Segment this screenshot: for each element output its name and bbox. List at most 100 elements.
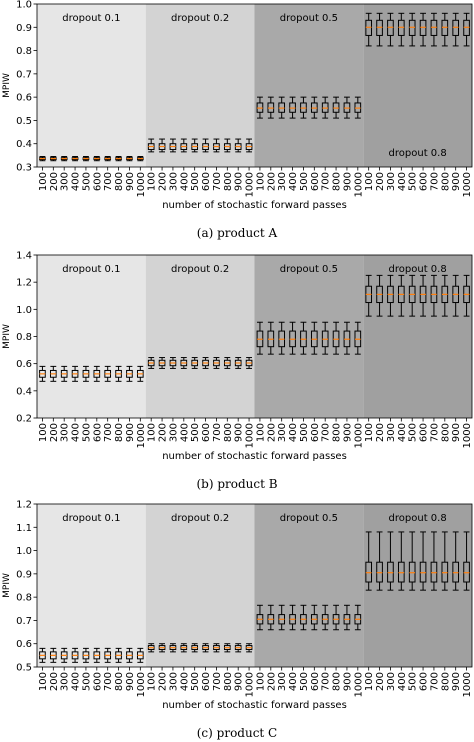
- x-tick-label: 700: [321, 172, 332, 191]
- x-tick-label: 500: [81, 672, 92, 691]
- y-tick-label: 1.0: [16, 546, 32, 557]
- y-axis-label: MPIW: [2, 573, 12, 598]
- y-tick-label: 1.2: [16, 500, 32, 511]
- dropout-group-label: dropout 0.2: [171, 13, 229, 24]
- x-tick-label: 700: [429, 672, 440, 691]
- box-plot: [452, 12, 460, 47]
- x-tick-label: 200: [266, 172, 277, 191]
- x-tick-label: 1000: [245, 172, 256, 197]
- box-plot: [441, 274, 449, 317]
- x-tick-label: 1000: [245, 423, 256, 448]
- x-tick-label: 400: [179, 672, 190, 691]
- group-background: [363, 4, 472, 167]
- box-plot: [387, 12, 394, 47]
- x-tick-label: 800: [114, 672, 125, 691]
- box-plot: [49, 156, 57, 162]
- box-plot: [332, 321, 340, 355]
- x-tick-label: 600: [201, 423, 212, 442]
- box-plot: [430, 12, 438, 47]
- box-plot: [82, 365, 90, 382]
- x-tick-label: 800: [332, 672, 343, 691]
- y-tick-label: 0.5: [16, 663, 32, 674]
- x-tick-label: 200: [266, 423, 277, 442]
- box-plot: [49, 365, 57, 382]
- x-tick-label: 200: [49, 672, 60, 691]
- caption-c: (c) product C: [196, 726, 278, 740]
- caption-a: (a) product A: [196, 226, 278, 240]
- y-tick-label: 0.8: [16, 332, 32, 343]
- box-plot: [343, 96, 351, 119]
- box-plot: [169, 643, 177, 653]
- box-plot: [387, 531, 394, 591]
- group-background: [145, 255, 255, 418]
- x-tick-label: 500: [190, 172, 201, 191]
- chart-panel-a: dropout 0.1 dropout 0.2 dropout 0.5 dropout…: [2, 0, 473, 211]
- box-plot: [430, 274, 438, 317]
- box-plot: [289, 604, 296, 631]
- x-tick-label: 300: [277, 423, 288, 442]
- x-tick-label: 100: [147, 672, 158, 691]
- x-tick-label: 600: [419, 672, 430, 691]
- x-tick-label: 600: [201, 172, 212, 191]
- box-plot: [223, 357, 231, 369]
- dropout-group-label: dropout 0.1: [62, 13, 120, 24]
- x-tick-label: 900: [125, 172, 136, 191]
- axes-frame: [36, 3, 473, 168]
- box-plot: [256, 96, 264, 119]
- y-tick-label: 0.4: [16, 386, 32, 397]
- group-background: [363, 255, 472, 418]
- x-tick-label: 1000: [462, 423, 473, 448]
- x-tick-label: 100: [255, 672, 266, 691]
- x-tick-label: 800: [114, 172, 125, 191]
- x-tick-label: 100: [255, 172, 266, 191]
- x-tick-label: 800: [332, 172, 343, 191]
- x-tick-label: 700: [212, 172, 223, 191]
- y-tick-label: 1.0: [16, 0, 32, 11]
- x-tick-label: 700: [321, 423, 332, 442]
- x-tick-label: 400: [179, 423, 190, 442]
- box-plot: [430, 531, 438, 591]
- x-tick-label: 600: [419, 423, 430, 442]
- x-tick-label: 100: [38, 672, 49, 691]
- caption-b: (b) product B: [196, 477, 278, 491]
- box-plot: [245, 643, 253, 653]
- chart-panel-b: dropout 0.1 dropout 0.2 dropout 0.5 dropout…: [2, 251, 473, 463]
- x-tick-label: 500: [81, 172, 92, 191]
- x-tick-label: 100: [147, 172, 158, 191]
- x-tick-label: 1000: [462, 672, 473, 697]
- x-tick-label: 400: [397, 423, 408, 442]
- y-tick-label: 1.2: [16, 278, 32, 289]
- x-tick-label: 600: [419, 172, 430, 191]
- y-tick-label: 0.6: [16, 93, 32, 104]
- x-tick-label: 1000: [353, 672, 364, 697]
- y-tick-label: 0.9: [16, 23, 32, 34]
- y-tick-label: 0.2: [16, 414, 32, 425]
- x-tick-label: 600: [310, 172, 321, 191]
- axes-frame: [36, 503, 473, 668]
- dropout-group-label: dropout 0.8: [389, 148, 447, 159]
- x-tick-label: 1000: [353, 423, 364, 448]
- box-plot: [376, 531, 383, 591]
- box-plot: [452, 531, 460, 591]
- x-tick-label: 1000: [462, 172, 473, 197]
- box-plot: [463, 274, 470, 317]
- box-plot: [300, 604, 307, 631]
- box-plot: [60, 156, 68, 162]
- y-tick-label: 1.0: [16, 305, 32, 316]
- x-tick-label: 400: [397, 172, 408, 191]
- x-tick-label: 700: [103, 423, 114, 442]
- box-plot: [234, 357, 242, 369]
- x-tick-label: 500: [190, 672, 201, 691]
- box-plot: [213, 357, 220, 369]
- x-tick-label: 700: [103, 172, 114, 191]
- x-tick-label: 1000: [136, 423, 147, 448]
- x-tick-label: 800: [332, 423, 343, 442]
- y-tick-label: 0.6: [16, 359, 32, 370]
- box-plot: [180, 643, 188, 653]
- y-tick-label: 0.7: [16, 616, 32, 627]
- x-tick-label: 500: [299, 423, 310, 442]
- x-tick-label: 900: [342, 672, 353, 691]
- box-plot: [397, 12, 405, 47]
- x-tick-label: 300: [386, 672, 397, 691]
